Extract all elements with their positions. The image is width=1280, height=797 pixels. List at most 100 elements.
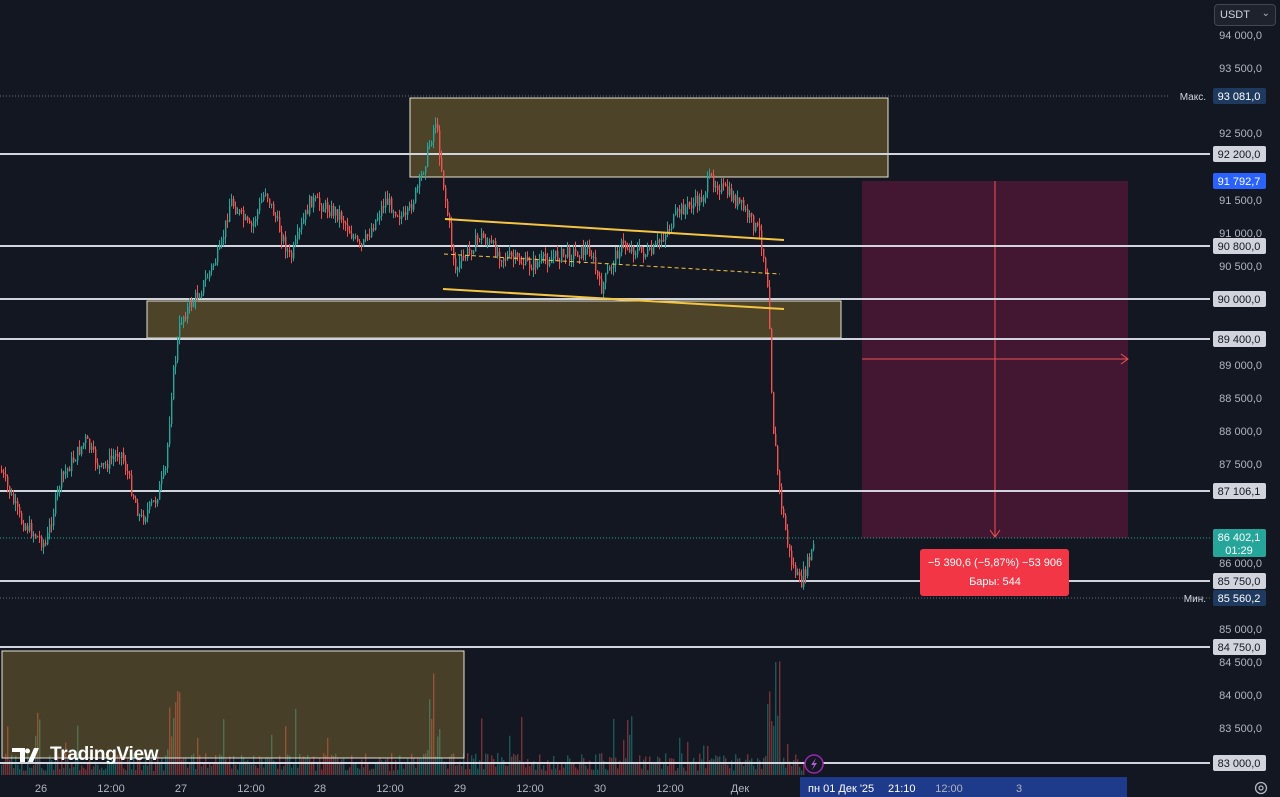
- candle-body: [311, 196, 313, 208]
- candle-body: [503, 258, 505, 262]
- candle-body: [791, 550, 793, 566]
- candle-body: [133, 495, 135, 498]
- candle-body: [69, 468, 71, 472]
- candle-body: [123, 452, 125, 462]
- channel-upper-line[interactable]: [444, 218, 785, 241]
- candle-body: [471, 249, 473, 254]
- candle-body: [783, 508, 785, 516]
- candle-body: [183, 316, 185, 323]
- replay-button[interactable]: [804, 754, 824, 774]
- volume-bar: [503, 760, 505, 775]
- candle-body: [213, 264, 215, 266]
- volume-bar: [465, 769, 467, 775]
- volume-bar: [157, 755, 159, 775]
- candle-body: [507, 255, 509, 260]
- countdown-value: 01:29: [1225, 545, 1253, 557]
- volume-bar: [399, 755, 401, 775]
- volume-bar: [105, 768, 107, 775]
- volume-bar: [143, 765, 145, 775]
- candle-body: [145, 517, 147, 522]
- volume-bar: [551, 769, 553, 775]
- price-axis[interactable]: 94 000,0 93 500,0 92 500,0 91 500,0 91 000,0…: [1170, 0, 1280, 775]
- candle-body: [697, 195, 699, 206]
- candle-body: [359, 241, 361, 244]
- candle-body: [199, 296, 201, 299]
- candle-body: [331, 205, 333, 217]
- candle-body: [137, 502, 139, 516]
- volume-bar: [579, 761, 581, 775]
- volume-bar: [489, 763, 491, 775]
- candle-body: [273, 203, 275, 216]
- volume-bar: [667, 765, 669, 775]
- time-tick: 26: [35, 783, 47, 795]
- measure-change-text: −5 390,6 (−5,87%) −53 906: [928, 557, 1062, 569]
- candle-body: [59, 487, 61, 490]
- volume-bar: [109, 761, 111, 775]
- volume-bar: [37, 712, 39, 775]
- volume-bar: [511, 756, 513, 775]
- volume-bar: [389, 770, 391, 775]
- currency-dropdown[interactable]: USDT ⌄: [1214, 4, 1276, 26]
- candle-body: [1, 470, 3, 473]
- volume-bar: [285, 726, 287, 775]
- volume-bar: [121, 760, 123, 775]
- volume-bar: [317, 761, 319, 775]
- zone-middle[interactable]: [146, 300, 842, 339]
- price-tick: 84 000,0: [1219, 690, 1262, 702]
- candle-body: [689, 202, 691, 206]
- zone-top[interactable]: [409, 97, 889, 178]
- volume-bar: [307, 754, 309, 775]
- candle-body: [599, 276, 601, 280]
- candle-body: [669, 229, 671, 231]
- candle-body: [109, 455, 111, 469]
- candle-body: [405, 212, 407, 215]
- volume-bar: [445, 761, 447, 775]
- volume-bar: [367, 762, 369, 775]
- price-tick: 87 500,0: [1219, 459, 1262, 471]
- candle-body: [181, 322, 183, 324]
- volume-bar: [245, 761, 247, 775]
- candle-body: [379, 216, 381, 218]
- volume-bar: [513, 753, 515, 775]
- candle-body: [549, 262, 551, 266]
- volume-bar: [177, 690, 179, 775]
- candle-body: [151, 501, 153, 503]
- zone-bottom[interactable]: [1, 650, 465, 759]
- volume-bar: [181, 759, 183, 775]
- volume-bar: [151, 754, 153, 775]
- time-tick: 12:00: [97, 783, 125, 795]
- volume-bar: [73, 766, 75, 775]
- candle-body: [809, 557, 811, 561]
- gear-icon[interactable]: [1253, 780, 1269, 796]
- candle-body: [333, 205, 335, 216]
- volume-bar: [485, 753, 487, 775]
- candle-body: [777, 446, 779, 472]
- volume-bar: [231, 768, 233, 775]
- channel-lower-line[interactable]: [442, 288, 785, 310]
- candle-body: [409, 204, 411, 208]
- candle-body: [397, 215, 399, 217]
- volume-bar: [191, 755, 193, 775]
- candle-body: [291, 252, 293, 259]
- candle-body: [535, 258, 537, 268]
- volume-bar: [359, 769, 361, 775]
- candle-body: [79, 446, 81, 455]
- candle-body: [429, 145, 431, 147]
- candle-body: [261, 200, 263, 203]
- time-axis[interactable]: 26 12:00 27 12:00 28 12:00 29 12:00 30 12:00 Дек 12…: [0, 777, 1210, 797]
- volume-bar: [9, 759, 11, 775]
- candle-body: [441, 158, 443, 171]
- level-price-badge: [1213, 291, 1266, 307]
- volume-bar: [45, 770, 47, 775]
- measure-arrowhead-right: [1120, 353, 1129, 365]
- candle-body: [237, 213, 239, 215]
- volume-bar: [463, 753, 465, 775]
- volume-bar: [587, 768, 589, 775]
- volume-bar: [137, 755, 139, 775]
- candle-body: [521, 263, 523, 265]
- candle-body: [615, 250, 617, 266]
- level-price-label: 89 400,0: [1218, 334, 1261, 346]
- measure-label-box: [920, 549, 1069, 596]
- candle-body: [499, 251, 501, 261]
